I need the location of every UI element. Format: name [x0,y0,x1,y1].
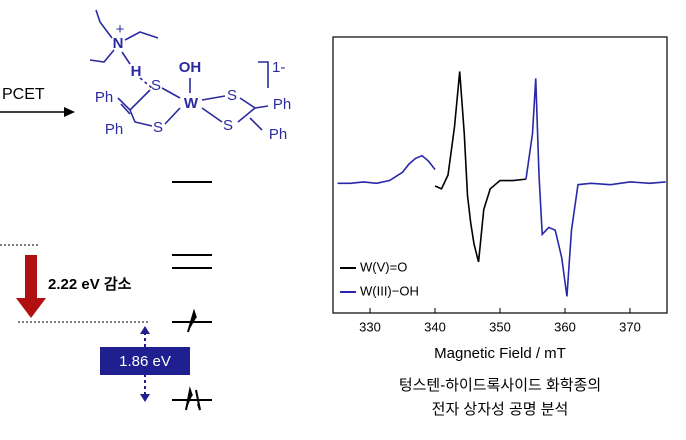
x-tick-label: 350 [489,319,511,334]
nitrogen: N [113,35,124,52]
drop-arrow-head [16,298,46,318]
hydrogen: H [131,63,142,80]
spectrum: 330 340 350 360 370 W(V)=O W(III)−OH [337,71,666,334]
series-line [434,71,527,263]
x-tick-label: 370 [619,319,641,334]
charge: + [116,21,125,38]
sulfur: S [227,87,237,104]
legend-label: W(III)−OH [360,283,419,298]
ammonium-bonds [89,9,159,89]
phenyl: Ph [95,89,113,106]
drop-arrow [25,255,37,300]
energy-levels [172,181,212,411]
legend-label: W(V)=O [360,259,407,274]
metal: W [184,95,199,112]
x-tick-label: 360 [554,319,576,334]
caption: 전자 상자성 공명 분석 [432,401,569,418]
phenyl: Ph [269,126,287,143]
caption: 텅스텐-하이드록사이드 화학종의 [399,377,601,394]
sulfur: S [151,77,161,94]
phenyl: Ph [273,96,291,113]
reaction-label: PCET [2,86,45,103]
gap-label: 1.86 eV [119,353,171,370]
sulfur: S [153,119,163,136]
x-axis-label: Magnetic Field / mT [434,345,566,362]
complex-bonds [117,61,269,131]
x-tick-label: 330 [359,319,381,334]
gap-box [100,347,190,375]
hydroxide: OH [179,59,202,76]
x-tick-label: 340 [424,319,446,334]
gap-arrow-heads [140,326,150,402]
energy-drop: 2.22 eV 감소 [48,275,132,293]
sulfur: S [223,117,233,134]
complex-charge: 1- [272,59,285,76]
phenyl: Ph [105,121,123,138]
series-line [337,78,666,297]
arrow-head [64,107,75,117]
